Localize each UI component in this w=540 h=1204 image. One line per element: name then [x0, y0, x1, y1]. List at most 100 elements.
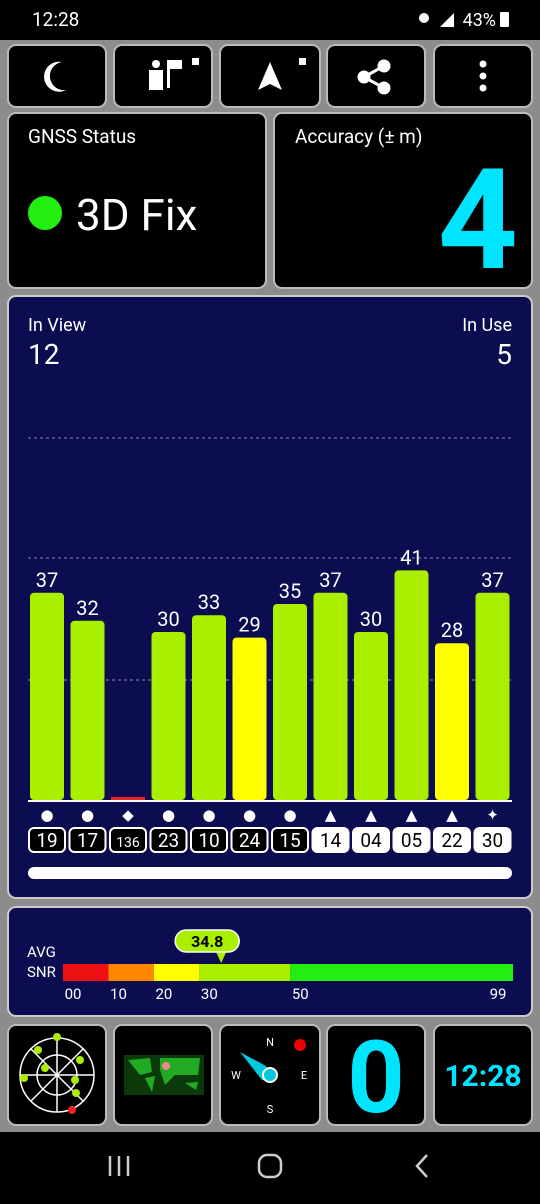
snr-tick-label: 10 — [110, 985, 127, 1003]
night-button[interactable] — [7, 44, 107, 108]
back-button[interactable] — [415, 1154, 428, 1178]
constellation-marker: ▲ — [446, 806, 458, 824]
moon-icon — [44, 61, 66, 92]
satellite-id: 22 — [441, 829, 462, 852]
bars: 37 ● 19 32 ● 17 ◆ 136 30 ● 23 33 ● 10 29 ● 24 35 ● 15 37 ▲ 14 3… — [28, 545, 512, 853]
snr-tick-label: 50 — [292, 985, 309, 1003]
recents-button[interactable] — [108, 1156, 130, 1176]
snr-segment — [108, 964, 154, 981]
world-map — [124, 1055, 204, 1095]
nav-buttons — [108, 1153, 428, 1179]
compass-s: S — [267, 1103, 274, 1116]
bar-label: 29 — [238, 613, 260, 637]
arrow-icon — [258, 62, 282, 90]
compass-dot — [294, 1039, 306, 1051]
snr-label: SNR — [27, 963, 56, 981]
in-use-value: 5 — [496, 338, 512, 371]
snr-segment — [153, 964, 200, 981]
bar-label: 35 — [279, 579, 301, 603]
bar — [313, 592, 348, 800]
snr-segment — [63, 964, 109, 981]
bar — [70, 620, 105, 800]
share-button[interactable] — [326, 44, 426, 108]
snr-segment — [290, 964, 513, 981]
count-tile[interactable] — [326, 1024, 426, 1126]
compass-hub — [262, 1067, 278, 1083]
constellation-marker: ✦ — [486, 806, 499, 824]
gnss-title: GNSS Status — [28, 125, 136, 148]
bar — [232, 637, 267, 800]
satellite-id-box — [109, 827, 147, 853]
bar — [354, 632, 388, 800]
constellation-marker: ▲ — [365, 806, 377, 824]
constellation-marker: ▲ — [325, 806, 337, 824]
satellite-id-box — [392, 827, 431, 853]
bar — [111, 797, 145, 800]
bar-label: 41 — [400, 545, 422, 569]
satellite-id: 23 — [158, 829, 179, 852]
satellite-id: 15 — [279, 829, 300, 852]
satellite-id: 05 — [401, 829, 422, 852]
clock: 12:28 — [444, 1059, 521, 1094]
status-time: 12:28 — [32, 8, 79, 31]
compass-e: E — [301, 1069, 307, 1082]
bar-label: 37 — [481, 568, 503, 592]
nav-bar — [0, 1132, 540, 1200]
status-bar — [0, 0, 540, 40]
scroll-bar — [28, 867, 512, 879]
satellite-id-box — [68, 827, 107, 853]
satellite-id-box — [190, 827, 228, 853]
satellite-id-box — [149, 827, 188, 853]
accuracy-tile — [273, 112, 533, 289]
constellation-marker: ● — [40, 806, 53, 824]
bar-label: 37 — [319, 568, 341, 592]
snr-tick-label: 00 — [65, 985, 82, 1003]
constellation-marker: ◆ — [122, 806, 134, 824]
constellation-marker: ● — [243, 806, 256, 824]
constellation-marker: ▲ — [406, 806, 418, 824]
radar-icon — [19, 1037, 95, 1113]
bar-label: 30 — [360, 607, 382, 631]
satellite-id-box — [230, 827, 269, 853]
compass-w: W — [231, 1069, 241, 1082]
battery-icon — [500, 12, 509, 27]
avg-label: AVG — [27, 943, 56, 961]
bar-label: 32 — [76, 596, 98, 620]
accuracy-value: 4 — [438, 139, 518, 303]
constellation-marker: ● — [81, 806, 94, 824]
clock-tile[interactable] — [433, 1024, 533, 1126]
satellite-id: 17 — [77, 829, 98, 852]
snr-tick-label: 30 — [201, 985, 218, 1003]
snr-tick-label: 20 — [155, 985, 172, 1003]
satellite-id: 19 — [36, 829, 57, 852]
in-view-value: 12 — [28, 338, 59, 371]
satellite-id: 10 — [198, 829, 219, 852]
bar — [435, 643, 469, 800]
fix-text: 3D Fix — [76, 189, 197, 241]
menu-icon — [479, 60, 487, 92]
satellite-id: 14 — [320, 829, 342, 852]
radar-dots — [20, 1033, 84, 1114]
constellation-marker: ● — [162, 806, 175, 824]
flag-icon — [149, 58, 199, 90]
snr-scale: 00 10 20 30 50 99 34.8 — [63, 929, 513, 1003]
avg-bubble — [174, 929, 240, 953]
satellite-id-box — [352, 827, 390, 853]
constellation-marker: ● — [202, 806, 215, 824]
bar-label: 37 — [36, 568, 58, 592]
bar-label: 30 — [157, 607, 179, 631]
bar — [30, 592, 64, 800]
in-view-label: In View — [28, 315, 87, 336]
in-use-label: In Use — [462, 315, 512, 336]
home-button[interactable] — [257, 1153, 283, 1179]
location-icon — [419, 13, 429, 23]
bar-label: 33 — [198, 590, 220, 614]
satellite-id-box — [433, 827, 471, 853]
accuracy-title: Accuracy (± m) — [295, 125, 422, 148]
bar — [192, 615, 226, 800]
satellite-id-box — [271, 827, 309, 853]
bar — [394, 570, 429, 800]
grid — [28, 437, 512, 681]
avg-pointer — [215, 950, 228, 963]
